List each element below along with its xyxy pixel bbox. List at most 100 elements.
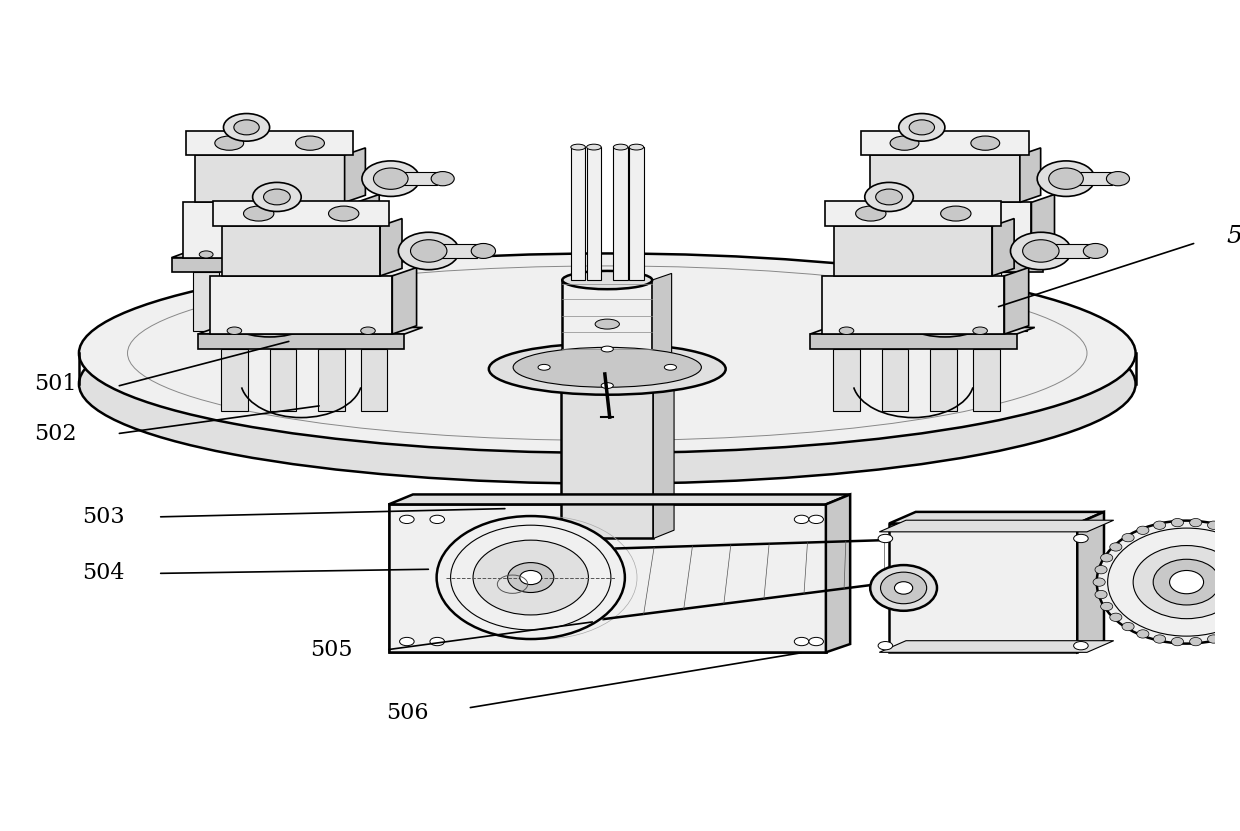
Ellipse shape <box>79 253 1136 453</box>
Bar <box>822 276 1004 334</box>
Bar <box>195 155 345 203</box>
Ellipse shape <box>587 145 601 150</box>
Ellipse shape <box>629 145 644 150</box>
Ellipse shape <box>856 206 887 221</box>
Polygon shape <box>810 334 1017 349</box>
Ellipse shape <box>870 565 937 611</box>
Bar <box>326 272 352 331</box>
Bar <box>858 203 1032 258</box>
Ellipse shape <box>570 145 585 150</box>
Ellipse shape <box>601 346 614 352</box>
Ellipse shape <box>595 319 620 329</box>
Polygon shape <box>810 327 1034 334</box>
Polygon shape <box>847 251 1060 258</box>
Bar <box>391 172 436 185</box>
Polygon shape <box>171 258 368 272</box>
Bar <box>1066 172 1112 185</box>
Ellipse shape <box>1037 161 1095 196</box>
Ellipse shape <box>1189 637 1202 646</box>
Ellipse shape <box>1011 232 1071 269</box>
Ellipse shape <box>1169 570 1204 593</box>
Polygon shape <box>171 251 384 258</box>
Bar <box>587 147 601 280</box>
Ellipse shape <box>1122 534 1135 542</box>
Ellipse shape <box>410 239 446 262</box>
Ellipse shape <box>1153 559 1220 605</box>
Ellipse shape <box>489 343 725 395</box>
Ellipse shape <box>1023 239 1059 262</box>
Ellipse shape <box>808 515 823 524</box>
Ellipse shape <box>1153 521 1166 529</box>
Ellipse shape <box>971 136 999 150</box>
Ellipse shape <box>1101 602 1112 611</box>
Bar <box>862 131 1028 155</box>
Ellipse shape <box>1224 526 1236 534</box>
Ellipse shape <box>1189 519 1202 527</box>
Ellipse shape <box>507 563 554 593</box>
Bar <box>833 349 859 411</box>
Ellipse shape <box>1074 642 1089 650</box>
Ellipse shape <box>890 136 919 150</box>
Ellipse shape <box>1110 613 1122 622</box>
Bar <box>429 244 477 258</box>
Polygon shape <box>1004 268 1029 334</box>
Ellipse shape <box>795 515 808 524</box>
Ellipse shape <box>200 251 213 258</box>
Ellipse shape <box>665 364 677 370</box>
Ellipse shape <box>253 182 301 211</box>
Polygon shape <box>381 219 402 276</box>
Ellipse shape <box>1137 630 1149 638</box>
Bar <box>835 226 992 276</box>
Text: 5: 5 <box>1226 225 1240 248</box>
Ellipse shape <box>520 571 542 585</box>
Ellipse shape <box>1172 519 1183 527</box>
Text: 505: 505 <box>310 639 352 661</box>
Text: 501: 501 <box>33 373 77 395</box>
Ellipse shape <box>362 161 419 196</box>
Ellipse shape <box>1122 622 1135 631</box>
Bar <box>869 272 894 331</box>
Ellipse shape <box>899 114 945 141</box>
Polygon shape <box>1019 148 1040 203</box>
Ellipse shape <box>864 182 914 211</box>
Polygon shape <box>847 258 1043 272</box>
Polygon shape <box>356 194 379 258</box>
Ellipse shape <box>562 271 652 289</box>
Ellipse shape <box>875 189 903 204</box>
Ellipse shape <box>878 534 893 543</box>
Ellipse shape <box>1074 534 1089 543</box>
Bar <box>213 201 389 226</box>
Bar <box>361 349 387 411</box>
Ellipse shape <box>614 145 627 150</box>
Ellipse shape <box>1094 578 1105 587</box>
Polygon shape <box>879 641 1114 652</box>
Text: 504: 504 <box>83 563 125 584</box>
Ellipse shape <box>471 243 496 258</box>
Bar <box>570 147 585 280</box>
Polygon shape <box>1078 512 1104 652</box>
Polygon shape <box>388 504 826 652</box>
Bar <box>1002 272 1027 331</box>
Bar <box>221 349 248 411</box>
Ellipse shape <box>878 642 893 650</box>
Ellipse shape <box>941 206 971 221</box>
Polygon shape <box>345 148 366 203</box>
Ellipse shape <box>1153 635 1166 643</box>
Ellipse shape <box>398 232 459 269</box>
Bar <box>870 155 1019 203</box>
Ellipse shape <box>295 136 325 150</box>
Bar <box>629 147 644 280</box>
Text: 503: 503 <box>83 506 125 528</box>
Polygon shape <box>879 520 1114 532</box>
Polygon shape <box>652 273 672 367</box>
Ellipse shape <box>1002 251 1016 258</box>
Bar <box>882 349 909 411</box>
Ellipse shape <box>430 637 444 646</box>
Bar <box>973 349 999 411</box>
Ellipse shape <box>234 120 259 135</box>
Ellipse shape <box>430 515 444 524</box>
Bar <box>388 504 826 652</box>
Ellipse shape <box>880 572 926 603</box>
Bar <box>210 276 392 334</box>
Ellipse shape <box>973 327 987 334</box>
